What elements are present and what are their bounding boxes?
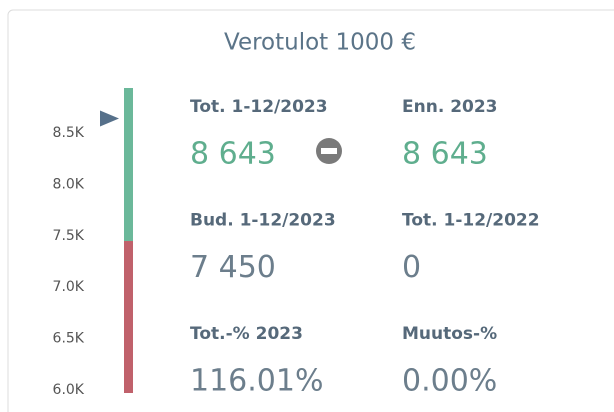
widget-title: Verotulot 1000 € bbox=[224, 30, 416, 56]
marker bbox=[100, 110, 119, 127]
kpi-value: 0 bbox=[402, 250, 421, 285]
y-tick-label: 6.0K bbox=[53, 382, 85, 398]
y-tick-label: 6.5K bbox=[53, 331, 85, 347]
y-tick-label: 8.5K bbox=[53, 125, 85, 141]
status-icon-bar bbox=[321, 148, 337, 154]
kpi-value: 0.00% bbox=[402, 364, 497, 399]
kpi-value: 8 643 bbox=[190, 137, 276, 172]
kpi-label: Bud. 1-12/2023 bbox=[190, 211, 336, 231]
kpi-label: Enn. 2023 bbox=[402, 97, 498, 117]
y-tick-label: 7.5K bbox=[53, 228, 85, 244]
y-tick-label: 8.0K bbox=[53, 177, 85, 193]
bar-below bbox=[124, 241, 133, 393]
kpi-value: 8 643 bbox=[402, 137, 488, 172]
y-tick-label: 7.0K bbox=[53, 279, 85, 295]
bar-above bbox=[124, 88, 133, 242]
kpi-value: 116.01% bbox=[190, 364, 323, 399]
kpi-value: 7 450 bbox=[190, 250, 276, 285]
card bbox=[7, 9, 614, 412]
kpi-label: Tot. 1-12/2023 bbox=[190, 97, 328, 117]
kpi-label: Tot.-% 2023 bbox=[190, 324, 303, 344]
kpi-label: Muutos-% bbox=[402, 324, 497, 344]
kpi-label: Tot. 1-12/2022 bbox=[402, 211, 540, 231]
